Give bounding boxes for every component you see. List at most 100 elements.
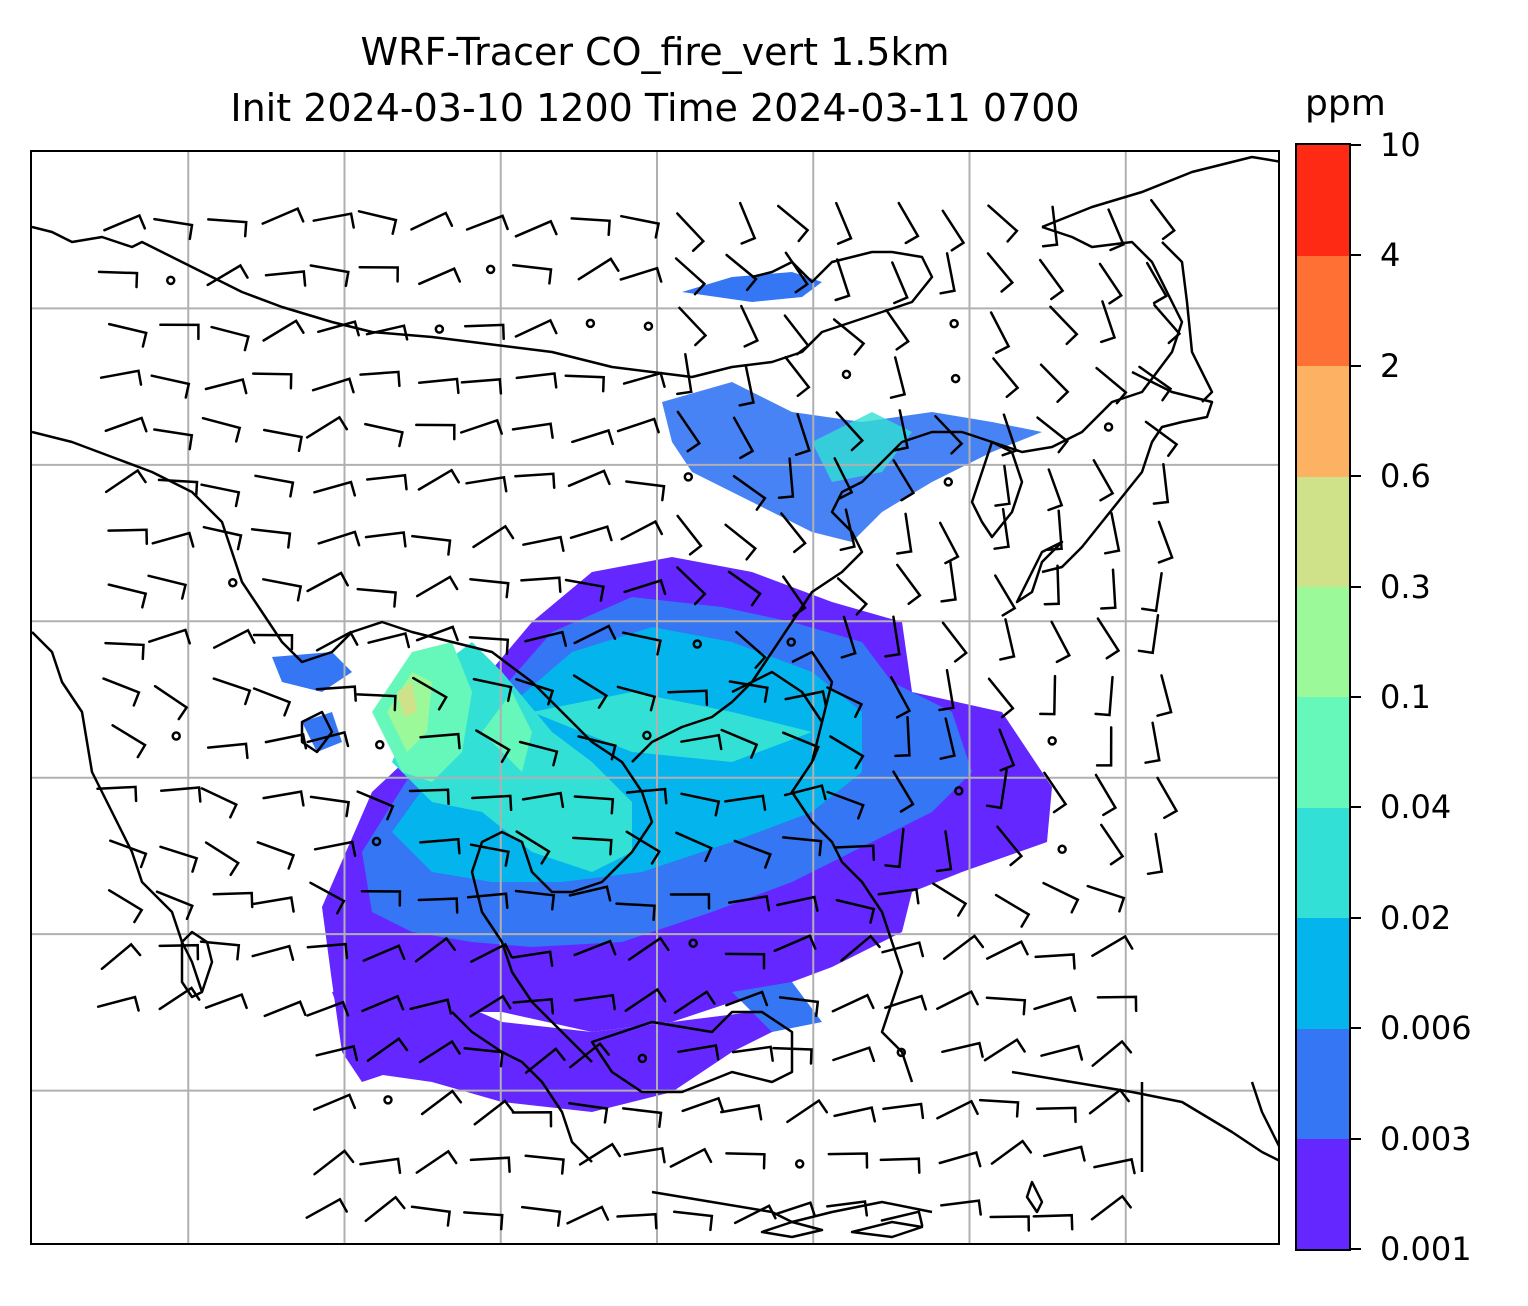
wind-barb <box>839 508 856 552</box>
wind-barb <box>415 575 459 598</box>
wind-barb <box>200 787 238 819</box>
wind-barb <box>782 575 807 618</box>
wind-barb <box>725 1152 766 1170</box>
wind-barb <box>96 995 140 1012</box>
wind-barb <box>207 218 248 238</box>
wind-barb <box>97 270 139 289</box>
wind-barb <box>778 996 820 1018</box>
wind-barb <box>418 1039 461 1064</box>
wind-barb <box>832 318 866 356</box>
wind-barb <box>159 323 200 341</box>
wind-barb <box>732 474 767 511</box>
wind-barb <box>835 201 853 245</box>
wind-barb <box>786 1098 829 1124</box>
wind-barb <box>680 733 723 751</box>
wind-barb <box>111 724 147 759</box>
colorbar-segment <box>1297 586 1349 698</box>
colorbar-segment <box>1297 145 1349 256</box>
wind-barb <box>158 943 200 961</box>
wind-barb <box>210 325 250 352</box>
wind-barb <box>725 253 758 292</box>
wind-barb <box>566 1205 610 1225</box>
wind-barb <box>1032 1213 1074 1231</box>
wind-barb <box>985 940 1029 960</box>
wind-barb <box>1035 1106 1077 1124</box>
wind-barb <box>840 934 881 962</box>
calm-wind-circle <box>954 786 964 796</box>
wind-barb <box>204 841 240 877</box>
wind-barb <box>880 1210 924 1227</box>
wind-barb <box>772 1046 813 1065</box>
wind-barb <box>317 530 361 547</box>
wind-barb <box>829 735 865 770</box>
wind-barb <box>459 418 503 435</box>
wind-barb <box>250 528 292 549</box>
colorbar-tick-label: 0.02 <box>1380 898 1452 937</box>
wind-barb <box>1156 674 1173 717</box>
wind-barb <box>252 687 292 717</box>
colorbar-tick <box>1351 1137 1361 1140</box>
wind-barb <box>833 457 854 500</box>
wind-barb <box>1157 520 1174 564</box>
wind-barb <box>784 355 811 398</box>
colorbar-tick <box>1351 1027 1361 1030</box>
calm-wind-circle <box>692 639 703 649</box>
wind-barb <box>158 986 201 1011</box>
wind-barb <box>620 519 664 541</box>
wind-barb <box>987 677 1015 719</box>
colorbar-tick <box>1351 144 1361 146</box>
wind-barb <box>1145 261 1168 305</box>
wind-barb <box>409 998 453 1015</box>
colorbar-unit-label: ppm <box>1305 83 1386 124</box>
calm-wind-circle <box>688 938 698 948</box>
wind-barb <box>107 889 144 924</box>
wind-barb <box>773 934 817 953</box>
wind-barb <box>567 469 611 488</box>
wind-barb <box>311 377 355 394</box>
wind-barb <box>465 214 509 231</box>
wind-barb <box>520 576 562 593</box>
wind-barb <box>932 882 968 917</box>
wind-barb <box>411 534 452 556</box>
wind-barb <box>985 768 1008 810</box>
wind-barb <box>150 374 191 399</box>
wind-barb <box>514 889 556 911</box>
wind-barb <box>1096 617 1121 660</box>
wind-barb <box>200 483 241 508</box>
wind-barb <box>470 942 513 963</box>
wind-barb <box>724 794 767 811</box>
calm-wind-circle <box>1047 736 1057 746</box>
wind-barb <box>896 512 913 555</box>
wind-barb <box>107 528 149 546</box>
wind-barb <box>677 1044 720 1061</box>
wind-barb <box>840 615 857 659</box>
wind-barb <box>514 318 558 338</box>
wind-barb <box>262 428 303 453</box>
wind-barb <box>938 668 955 712</box>
wind-barb <box>569 525 613 542</box>
wind-barb <box>515 372 558 389</box>
wind-barb <box>515 678 555 706</box>
wind-barb <box>892 409 909 452</box>
wind-barb <box>826 790 865 820</box>
wind-barb <box>942 934 985 961</box>
colorbar-tick-label: 0.006 <box>1380 1009 1472 1048</box>
wind-barb <box>669 1147 713 1168</box>
wind-barb <box>410 1205 451 1227</box>
wind-barb <box>415 625 459 642</box>
wind-barb <box>419 732 461 750</box>
wind-barb <box>518 740 559 767</box>
wind-barb <box>356 587 397 608</box>
wind-barb <box>1043 564 1060 606</box>
wind-barb <box>675 831 713 863</box>
calm-wind-circle <box>434 324 445 334</box>
wind-barb <box>892 459 916 502</box>
wind-barb <box>1103 512 1121 555</box>
wind-barb <box>251 944 295 961</box>
wind-barb <box>107 583 148 609</box>
wind-barb <box>104 416 148 433</box>
wind-barb <box>571 428 614 446</box>
wind-barb <box>994 574 1017 617</box>
wind-barb <box>728 680 769 703</box>
wind-barb <box>986 252 1015 293</box>
